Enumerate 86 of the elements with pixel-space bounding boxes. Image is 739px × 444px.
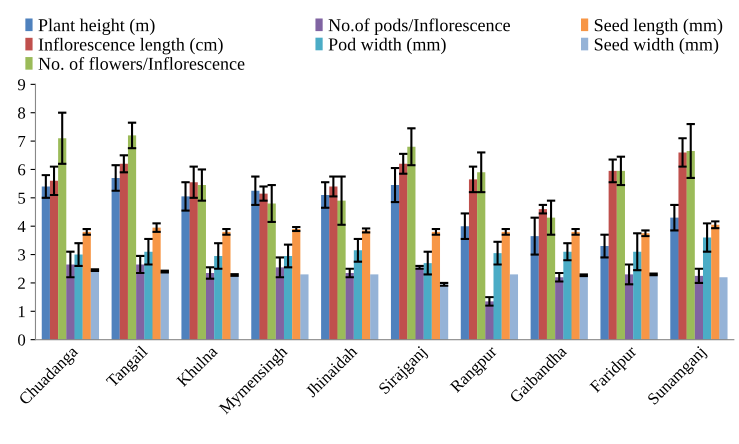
bar	[460, 226, 469, 340]
bar	[292, 229, 300, 340]
y-tick-label: 6	[18, 164, 26, 176]
legend-label: Seed width (mm)	[594, 38, 718, 54]
bar	[198, 185, 206, 340]
legend-label: Seed length (mm)	[594, 18, 722, 36]
bar	[493, 253, 502, 340]
bar	[346, 273, 354, 340]
bar	[354, 250, 362, 340]
bar	[42, 186, 50, 340]
bar	[711, 224, 720, 340]
y-tick-label: 1	[18, 306, 25, 318]
bar	[50, 180, 58, 340]
bar	[230, 274, 239, 340]
bar	[251, 190, 260, 340]
bar	[321, 194, 330, 340]
bar	[58, 138, 66, 340]
legend-label: Inflorescence length (cm)	[38, 38, 223, 54]
y-tick-label: 2	[18, 278, 25, 289]
legend-label: Pod width (mm)	[328, 38, 446, 54]
bar	[181, 196, 190, 340]
y-tick-label: 7	[18, 136, 26, 147]
bar	[144, 252, 152, 340]
bar	[538, 209, 547, 340]
bar	[276, 267, 284, 340]
bar	[678, 152, 687, 340]
bar	[477, 172, 486, 340]
bar	[719, 277, 728, 340]
bar	[600, 246, 609, 340]
bar	[670, 218, 678, 340]
legend-label: No. of flowers/Inflorescence	[38, 56, 244, 70]
bar	[82, 232, 91, 340]
bar	[580, 275, 588, 340]
y-tick-label: 8	[18, 107, 26, 119]
bar	[362, 230, 370, 340]
bar	[222, 232, 231, 340]
bar	[468, 179, 478, 340]
bar	[90, 270, 100, 340]
bar	[530, 236, 539, 340]
bar	[160, 272, 169, 340]
bar	[633, 252, 642, 340]
bar	[624, 274, 634, 340]
bar	[694, 276, 703, 340]
bar	[300, 274, 309, 340]
bar	[128, 135, 136, 340]
legend-label: No.of pods/Inflorescence	[328, 18, 510, 35]
bar	[563, 252, 572, 340]
bar	[686, 151, 695, 340]
bar	[510, 274, 518, 340]
bar	[440, 284, 448, 340]
bar	[120, 164, 128, 340]
bar	[206, 273, 214, 340]
bar	[616, 170, 625, 340]
bar	[390, 185, 400, 340]
bar	[152, 228, 161, 340]
bar	[337, 200, 346, 340]
bar	[268, 204, 276, 340]
y-tick-label: 3	[18, 249, 26, 261]
bar	[650, 274, 658, 340]
y-tick-label: 4	[18, 221, 26, 232]
legend-label: Plant height (m)	[38, 18, 155, 36]
bar	[641, 233, 650, 340]
bar	[370, 274, 378, 340]
bar	[399, 164, 408, 340]
y-tick-label: 5	[18, 192, 26, 204]
bar	[190, 182, 198, 340]
bar	[112, 178, 120, 340]
bar	[555, 277, 564, 340]
bar	[407, 146, 416, 340]
bar	[546, 218, 556, 340]
bar	[432, 232, 440, 340]
bar	[572, 232, 580, 340]
bar	[74, 254, 83, 340]
bar	[136, 264, 144, 340]
bar	[415, 267, 424, 340]
y-tick-label: 0	[18, 334, 26, 346]
bar	[214, 256, 222, 340]
bar	[703, 238, 712, 340]
bar	[329, 186, 338, 340]
bar	[284, 256, 292, 340]
bar	[259, 194, 268, 340]
bar	[424, 263, 432, 340]
y-tick-label: 9	[18, 79, 26, 90]
bar	[66, 264, 74, 340]
bar	[608, 170, 617, 340]
bar	[502, 232, 510, 340]
